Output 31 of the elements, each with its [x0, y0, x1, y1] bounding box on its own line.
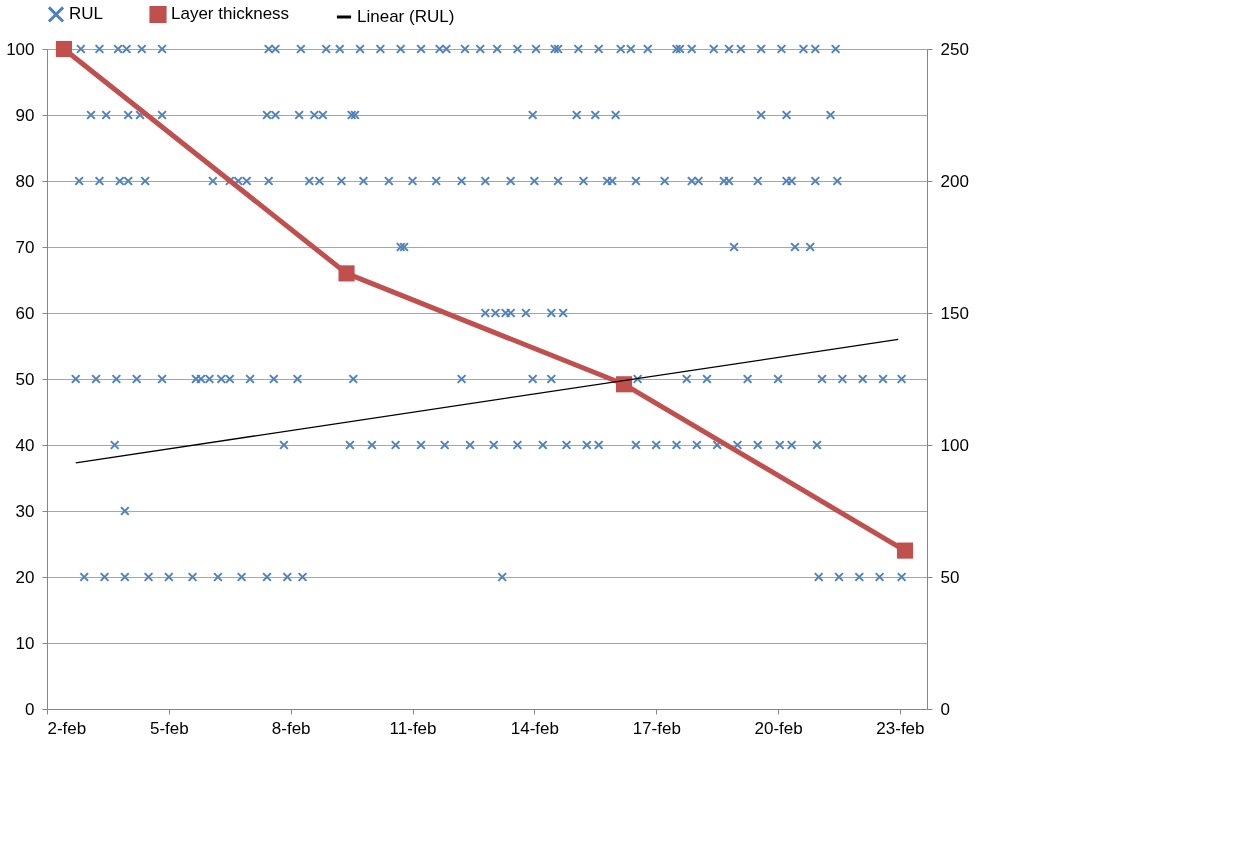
x-tick-label: 11-feb: [389, 718, 437, 738]
y-tick-label: 90: [15, 105, 35, 125]
x-tick-label: 14-feb: [510, 718, 559, 738]
y-tick-label: 100: [6, 39, 35, 59]
legend-label: Linear (RUL): [357, 7, 455, 26]
y2-tick-label: 200: [940, 171, 969, 191]
y-tick-label: 70: [15, 237, 35, 257]
x-tick-label: 2-feb: [47, 718, 87, 738]
y2-tick-label: 150: [940, 303, 969, 323]
y2-tick-label: 250: [940, 39, 969, 59]
x-tick-label: 5-feb: [149, 718, 189, 738]
y-tick-label: 10: [15, 633, 35, 653]
y-tick-label: 0: [25, 699, 35, 719]
x-tick-label: 17-feb: [632, 718, 681, 738]
legend-label: RUL: [69, 4, 104, 24]
point: [896, 542, 914, 559]
legend-label: Layer thickness: [171, 4, 290, 24]
y2-tick-label: 50: [940, 567, 960, 587]
y2-tick-label: 0: [940, 699, 950, 719]
x-tick-label: 20-feb: [754, 718, 803, 738]
x-tick-label: 8-feb: [271, 718, 311, 738]
y-tick-label: 40: [15, 435, 35, 455]
y2-tick-label: 100: [940, 435, 969, 455]
y-tick-label: 30: [15, 501, 35, 521]
y-tick-label: 50: [15, 369, 35, 389]
point: [616, 376, 633, 393]
x-tick-label: 23-feb: [876, 718, 925, 738]
point: [55, 40, 72, 58]
y-tick-label: 80: [15, 171, 35, 191]
y-tick-label: 60: [15, 303, 35, 323]
y-tick-label: 20: [15, 567, 35, 587]
